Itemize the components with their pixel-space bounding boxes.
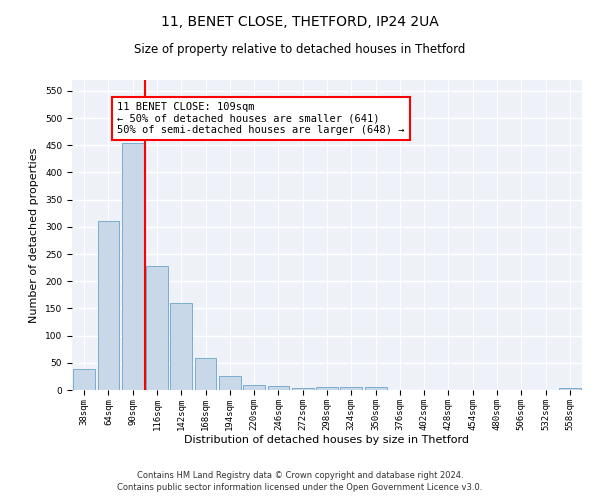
Bar bbox=[73, 370, 95, 390]
Bar bbox=[146, 266, 168, 390]
Text: Contains HM Land Registry data © Crown copyright and database right 2024.: Contains HM Land Registry data © Crown c… bbox=[137, 471, 463, 480]
Text: Size of property relative to detached houses in Thetford: Size of property relative to detached ho… bbox=[134, 42, 466, 56]
Bar bbox=[559, 388, 581, 390]
Bar bbox=[194, 358, 217, 390]
Text: Contains public sector information licensed under the Open Government Licence v3: Contains public sector information licen… bbox=[118, 484, 482, 492]
X-axis label: Distribution of detached houses by size in Thetford: Distribution of detached houses by size … bbox=[185, 436, 470, 446]
Bar bbox=[170, 303, 192, 390]
Y-axis label: Number of detached properties: Number of detached properties bbox=[29, 148, 40, 322]
Bar bbox=[97, 222, 119, 390]
Bar bbox=[268, 386, 289, 390]
Bar bbox=[340, 388, 362, 390]
Bar bbox=[365, 388, 386, 390]
Text: 11 BENET CLOSE: 109sqm
← 50% of detached houses are smaller (641)
50% of semi-de: 11 BENET CLOSE: 109sqm ← 50% of detached… bbox=[117, 102, 404, 135]
Bar bbox=[316, 388, 338, 390]
Bar bbox=[219, 376, 241, 390]
Bar bbox=[292, 388, 314, 390]
Bar bbox=[122, 142, 143, 390]
Text: 11, BENET CLOSE, THETFORD, IP24 2UA: 11, BENET CLOSE, THETFORD, IP24 2UA bbox=[161, 15, 439, 29]
Bar bbox=[243, 384, 265, 390]
